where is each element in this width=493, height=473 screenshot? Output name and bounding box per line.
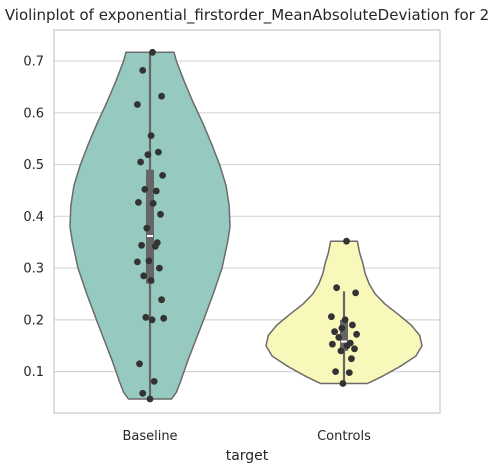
data-point [138,241,146,249]
x-axis-ticks: Baseline Controls [122,429,371,444]
data-point [345,369,353,376]
data-point [159,172,167,179]
data-point [338,324,346,332]
data-point [137,158,145,166]
y-tick-label: 0.1 [23,365,44,380]
data-point [339,380,347,387]
y-tick-label: 0.6 [23,106,44,121]
data-point [149,48,156,56]
data-point [139,389,147,397]
data-point [140,272,148,280]
data-point [351,345,358,353]
data-point [150,378,158,385]
data-point [158,92,166,100]
data-point [335,334,343,341]
data-point [157,210,164,218]
x-axis-label: target [226,448,269,464]
data-point [135,199,142,206]
y-tick-label: 0.2 [23,313,44,328]
data-point [145,257,153,265]
y-tick-label: 0.4 [23,210,44,225]
violins [69,48,423,403]
data-point [149,200,157,207]
x-tick-label: Controls [317,429,371,444]
x-tick-label: Baseline [122,429,177,444]
data-point [143,224,151,232]
plot-frame [53,29,441,414]
data-point [348,355,355,363]
data-point [160,314,168,322]
data-point [343,237,350,245]
data-point [155,148,162,156]
data-point [147,277,155,284]
data-point [337,347,345,355]
data-point [144,151,152,159]
data-point [147,132,155,140]
iqr-box [146,169,154,284]
y-axis-ticks: 0.1 0.2 0.3 0.4 0.5 0.6 0.7 [23,55,44,381]
data-point [134,258,141,266]
data-point [341,316,349,324]
data-point [328,313,335,321]
violin-baseline [69,48,231,403]
data-point [331,328,338,336]
data-point [134,101,141,108]
data-point [158,296,166,304]
data-point [141,186,149,193]
data-point [353,330,360,338]
data-point [329,340,336,348]
data-point [349,321,356,329]
violin-controls [265,237,423,387]
data-point [152,187,160,195]
data-point [148,316,156,324]
iqr-box [340,319,348,351]
data-point [136,360,143,368]
data-point [139,67,147,74]
data-point [333,284,340,292]
data-point [332,368,339,375]
data-point [352,289,359,297]
data-point [142,313,150,321]
y-tick-label: 0.3 [23,262,44,277]
data-point [156,264,163,272]
data-point [146,395,154,403]
chart-title: Violinplot of exponential_firstorder_Mea… [5,6,489,25]
data-point [343,342,351,350]
y-tick-label: 0.5 [23,158,44,173]
y-tick-label: 0.7 [23,55,44,70]
data-point [151,242,159,250]
